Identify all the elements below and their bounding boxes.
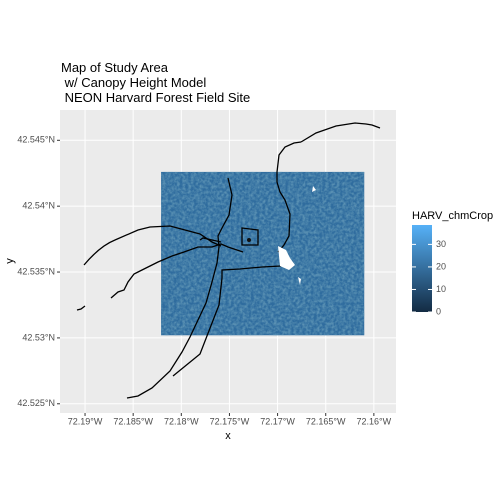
y-tick-label: 42.54°N [22,201,55,211]
legend-title: HARV_chmCrop [412,210,493,222]
x-tick-label: 72.185°W [113,416,153,426]
raster-texture [161,171,365,336]
y-tick-label: 42.545°N [17,135,55,145]
gap [278,186,316,285]
colorbar [412,225,432,312]
legend-tick-label: 30 [436,239,446,249]
y-tick-label: 42.525°N [17,398,55,408]
roads [76,122,381,399]
x-tick-label: 72.175°W [210,416,250,426]
title-line: NEON Harvard Forest Field Site [61,90,250,105]
x-tick-label: 72.16°W [357,416,392,426]
y-tick-label: 42.535°N [17,266,55,276]
x-tick-label: 72.19°W [68,416,103,426]
title-line: w/ Canopy Height Model [61,75,206,90]
legend-tick-label: 0 [436,306,441,316]
y-tick-label: 42.53°N [22,332,55,342]
legend-tick-label: 10 [436,284,446,294]
title-line: Map of Study Area [61,60,169,75]
x-tick-label: 72.165°W [306,416,346,426]
x-axis-title: x [225,430,231,442]
x-tick-label: 72.18°W [164,416,199,426]
x-tick-label: 72.17°W [260,416,295,426]
legend-tick-label: 20 [436,261,446,271]
y-axis-title: y [4,258,16,264]
